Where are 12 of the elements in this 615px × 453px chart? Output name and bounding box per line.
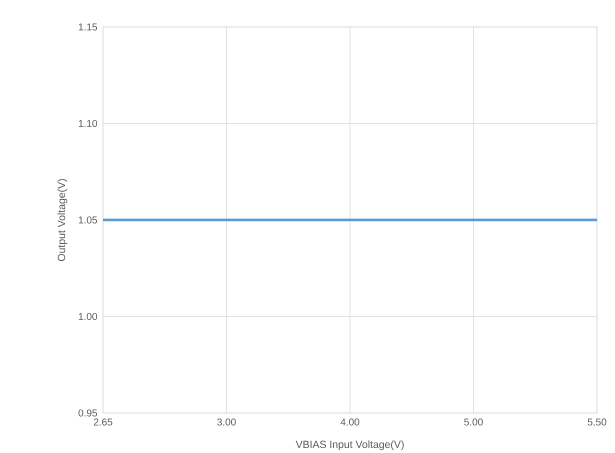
y-tick-label: 1.10 bbox=[78, 120, 98, 127]
x-tick-label: 3.00 bbox=[217, 418, 236, 426]
y-tick-label: 1.00 bbox=[78, 312, 98, 320]
x-tick-label: 2.65 bbox=[94, 418, 112, 426]
x-tick-label: 4.00 bbox=[340, 418, 360, 426]
y-tick-label: 0.95 bbox=[78, 409, 98, 416]
y-tick-label: 1.15 bbox=[78, 23, 98, 30]
y-tick-label: 1.05 bbox=[78, 216, 98, 224]
x-tick-label: 5.00 bbox=[464, 418, 483, 426]
x-axis-title: VBIAS Input Voltage(V) bbox=[296, 440, 404, 450]
y-axis-title: Output Voltage(V) bbox=[58, 178, 68, 261]
x-tick-label: 5.50 bbox=[588, 418, 606, 426]
